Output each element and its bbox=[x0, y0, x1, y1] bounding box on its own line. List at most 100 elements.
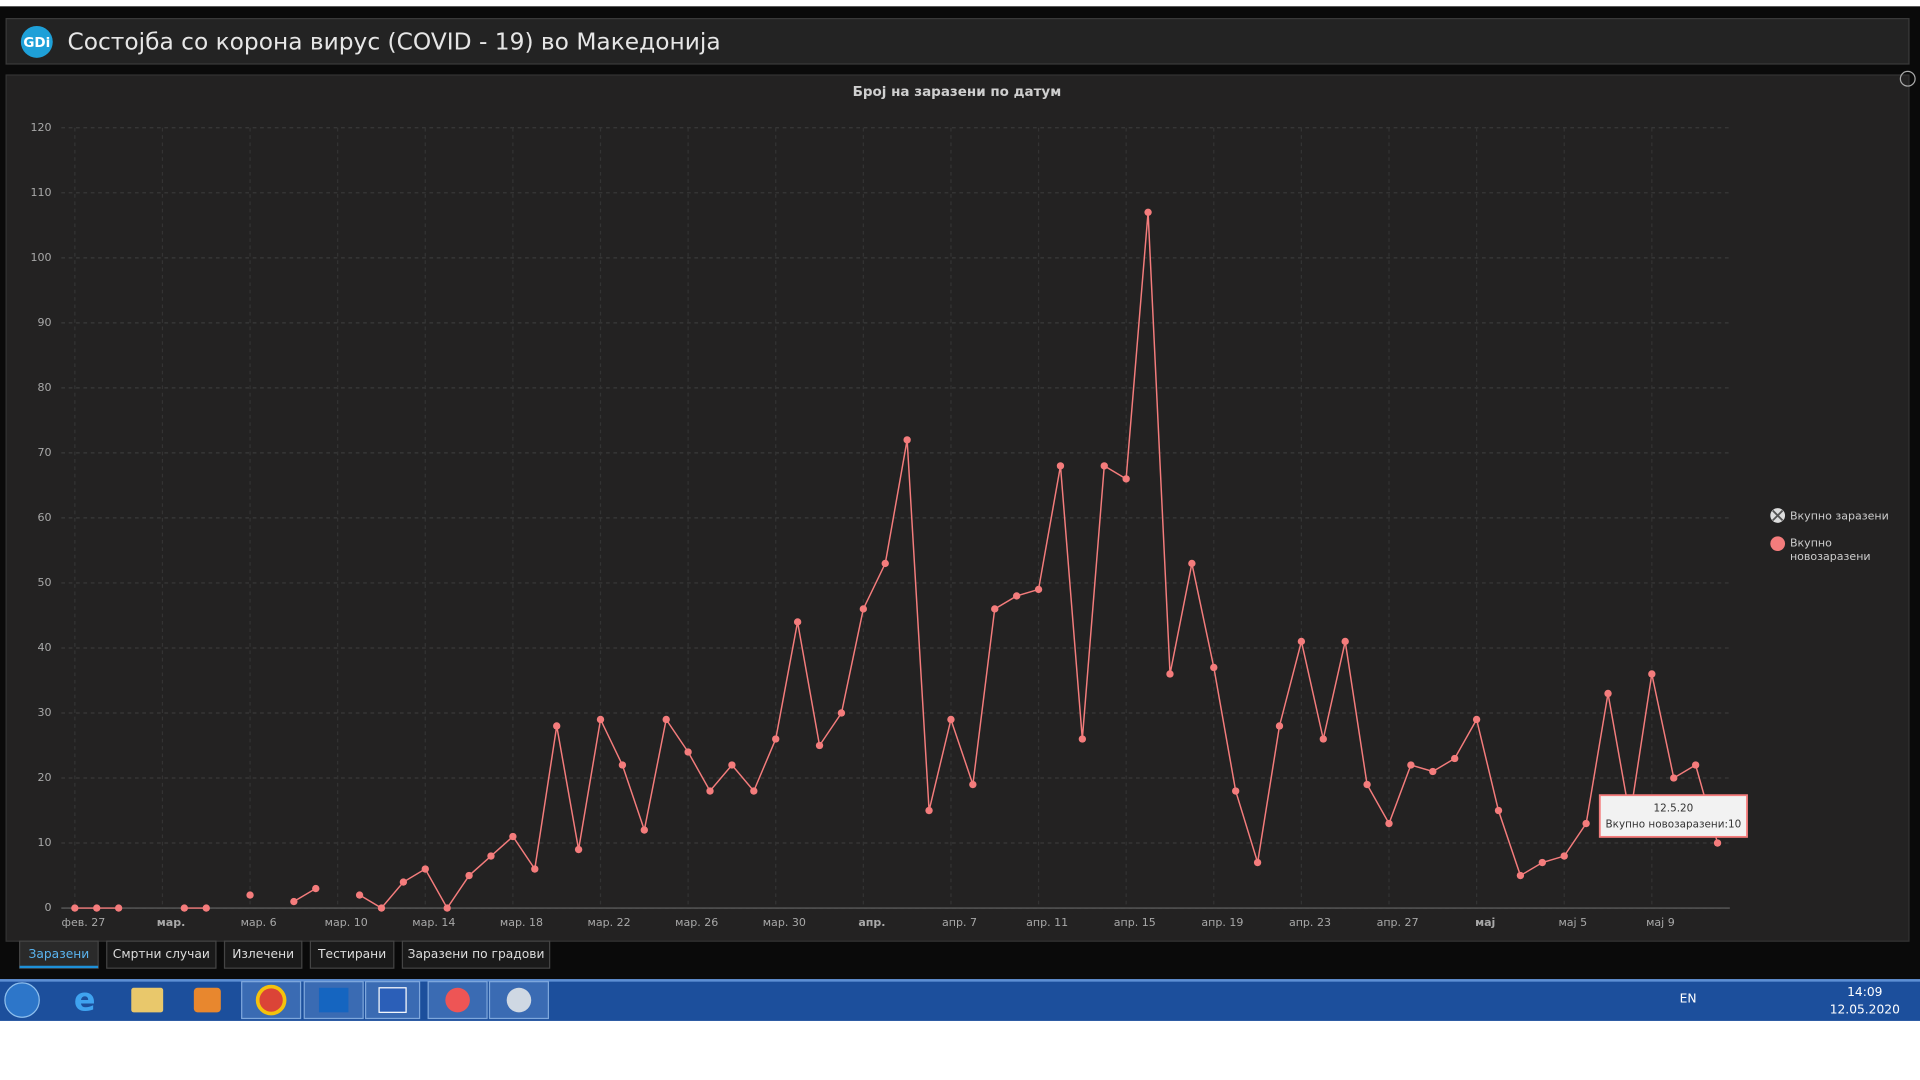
y-tick-label: 120 bbox=[30, 121, 51, 134]
data-point[interactable] bbox=[1713, 839, 1722, 847]
data-point[interactable] bbox=[246, 891, 254, 899]
data-point[interactable] bbox=[1451, 754, 1459, 763]
data-point[interactable] bbox=[180, 904, 189, 912]
clock-date[interactable]: 12.05.2020 bbox=[1830, 1002, 1900, 1016]
legend-marker[interactable] bbox=[1770, 536, 1786, 552]
tab-label[interactable]: Смртни случаи bbox=[113, 947, 210, 961]
data-point[interactable] bbox=[837, 709, 846, 717]
data-point[interactable] bbox=[1122, 475, 1130, 483]
data-point[interactable] bbox=[1538, 858, 1546, 867]
data-point[interactable] bbox=[815, 741, 824, 750]
data-point[interactable] bbox=[684, 748, 692, 756]
tab[interactable] bbox=[309, 940, 395, 969]
clock-time[interactable]: 14:09 bbox=[1847, 985, 1882, 999]
data-point[interactable] bbox=[531, 865, 539, 873]
expand-button[interactable] bbox=[1899, 70, 1916, 87]
data-point[interactable] bbox=[1670, 774, 1678, 782]
data-point[interactable] bbox=[1210, 663, 1218, 672]
tab-label[interactable]: Излечени bbox=[232, 947, 294, 961]
data-point[interactable] bbox=[793, 618, 802, 626]
data-point[interactable] bbox=[991, 605, 999, 613]
data-point[interactable] bbox=[1429, 767, 1437, 776]
data-point[interactable] bbox=[925, 806, 933, 815]
data-point[interactable] bbox=[290, 897, 298, 906]
x-tick-label: апр. 27 bbox=[1377, 916, 1419, 929]
data-point[interactable] bbox=[1385, 819, 1393, 828]
data-point[interactable] bbox=[750, 787, 758, 795]
y-tick-label: 30 bbox=[37, 706, 51, 719]
data-point[interactable] bbox=[662, 715, 670, 724]
data-point[interactable] bbox=[1232, 787, 1240, 795]
language[interactable]: EN bbox=[1680, 991, 1697, 1005]
data-point[interactable] bbox=[1604, 689, 1612, 698]
data-point[interactable] bbox=[1275, 722, 1284, 730]
data-point[interactable] bbox=[903, 436, 911, 444]
data-point[interactable] bbox=[1560, 852, 1568, 860]
data-point[interactable] bbox=[509, 832, 517, 841]
tab[interactable] bbox=[19, 940, 99, 969]
data-point[interactable] bbox=[1012, 592, 1021, 600]
data-point[interactable] bbox=[1407, 761, 1415, 769]
data-point[interactable] bbox=[859, 605, 868, 613]
data-point[interactable] bbox=[1078, 735, 1087, 743]
data-point[interactable] bbox=[312, 884, 320, 893]
chart-title: Број на заразени по датум bbox=[853, 84, 1062, 100]
data-point[interactable] bbox=[93, 904, 101, 912]
legend-marker-x bbox=[1772, 509, 1784, 522]
tab[interactable] bbox=[401, 940, 551, 969]
tooltip-box bbox=[1598, 794, 1748, 838]
data-point[interactable] bbox=[1188, 559, 1196, 568]
data-point[interactable] bbox=[487, 852, 495, 860]
tab[interactable] bbox=[106, 940, 217, 969]
data-point[interactable] bbox=[969, 780, 977, 789]
data-point[interactable] bbox=[1691, 761, 1700, 769]
tab-label[interactable]: Заразени по градови bbox=[408, 947, 545, 961]
data-point[interactable] bbox=[728, 761, 736, 769]
start-button[interactable] bbox=[4, 982, 40, 1018]
data-point[interactable] bbox=[1319, 735, 1327, 743]
data-point[interactable] bbox=[1648, 670, 1656, 678]
legend-label[interactable]: Вкупно заразени bbox=[1790, 510, 1889, 523]
data-point[interactable] bbox=[465, 871, 473, 880]
data-point[interactable] bbox=[1297, 637, 1306, 646]
tab-label[interactable]: Заразени bbox=[29, 947, 90, 961]
media-icon[interactable] bbox=[193, 987, 221, 1013]
explorer-icon[interactable] bbox=[131, 987, 164, 1013]
data-point[interactable] bbox=[553, 722, 561, 730]
data-point[interactable] bbox=[881, 559, 889, 568]
tab[interactable] bbox=[223, 940, 303, 969]
data-point[interactable] bbox=[377, 904, 386, 912]
data-point[interactable] bbox=[618, 761, 627, 769]
ie-icon[interactable]: e bbox=[74, 980, 96, 1018]
data-point[interactable] bbox=[114, 904, 123, 912]
data-point[interactable] bbox=[574, 845, 583, 854]
data-point[interactable] bbox=[1056, 462, 1065, 470]
y-tick-label: 20 bbox=[37, 771, 51, 784]
data-point[interactable] bbox=[421, 865, 429, 873]
data-point[interactable] bbox=[772, 735, 780, 743]
data-point[interactable] bbox=[1144, 208, 1152, 216]
data-point[interactable] bbox=[1100, 462, 1108, 470]
data-point[interactable] bbox=[1341, 637, 1349, 646]
data-point[interactable] bbox=[640, 826, 648, 834]
data-point[interactable] bbox=[443, 904, 451, 912]
data-point[interactable] bbox=[947, 715, 955, 724]
data-point[interactable] bbox=[399, 878, 408, 886]
legend-label[interactable]: Вкупно новозаразени bbox=[1790, 537, 1871, 563]
data-point[interactable] bbox=[596, 715, 605, 724]
data-point[interactable] bbox=[355, 891, 364, 899]
data-point[interactable] bbox=[1494, 806, 1503, 815]
data-point[interactable] bbox=[202, 904, 210, 912]
data-point[interactable] bbox=[1516, 871, 1525, 880]
data-point[interactable] bbox=[1034, 585, 1043, 594]
data-point[interactable] bbox=[71, 904, 79, 912]
data-point[interactable] bbox=[1582, 819, 1590, 828]
y-tick-label: 10 bbox=[37, 836, 51, 849]
data-point[interactable] bbox=[1472, 715, 1481, 724]
data-point[interactable] bbox=[1363, 780, 1371, 789]
data-point[interactable] bbox=[1253, 858, 1262, 867]
data-point[interactable] bbox=[1166, 670, 1174, 678]
tab-label[interactable]: Тестирани bbox=[317, 947, 386, 961]
data-point[interactable] bbox=[706, 787, 714, 795]
